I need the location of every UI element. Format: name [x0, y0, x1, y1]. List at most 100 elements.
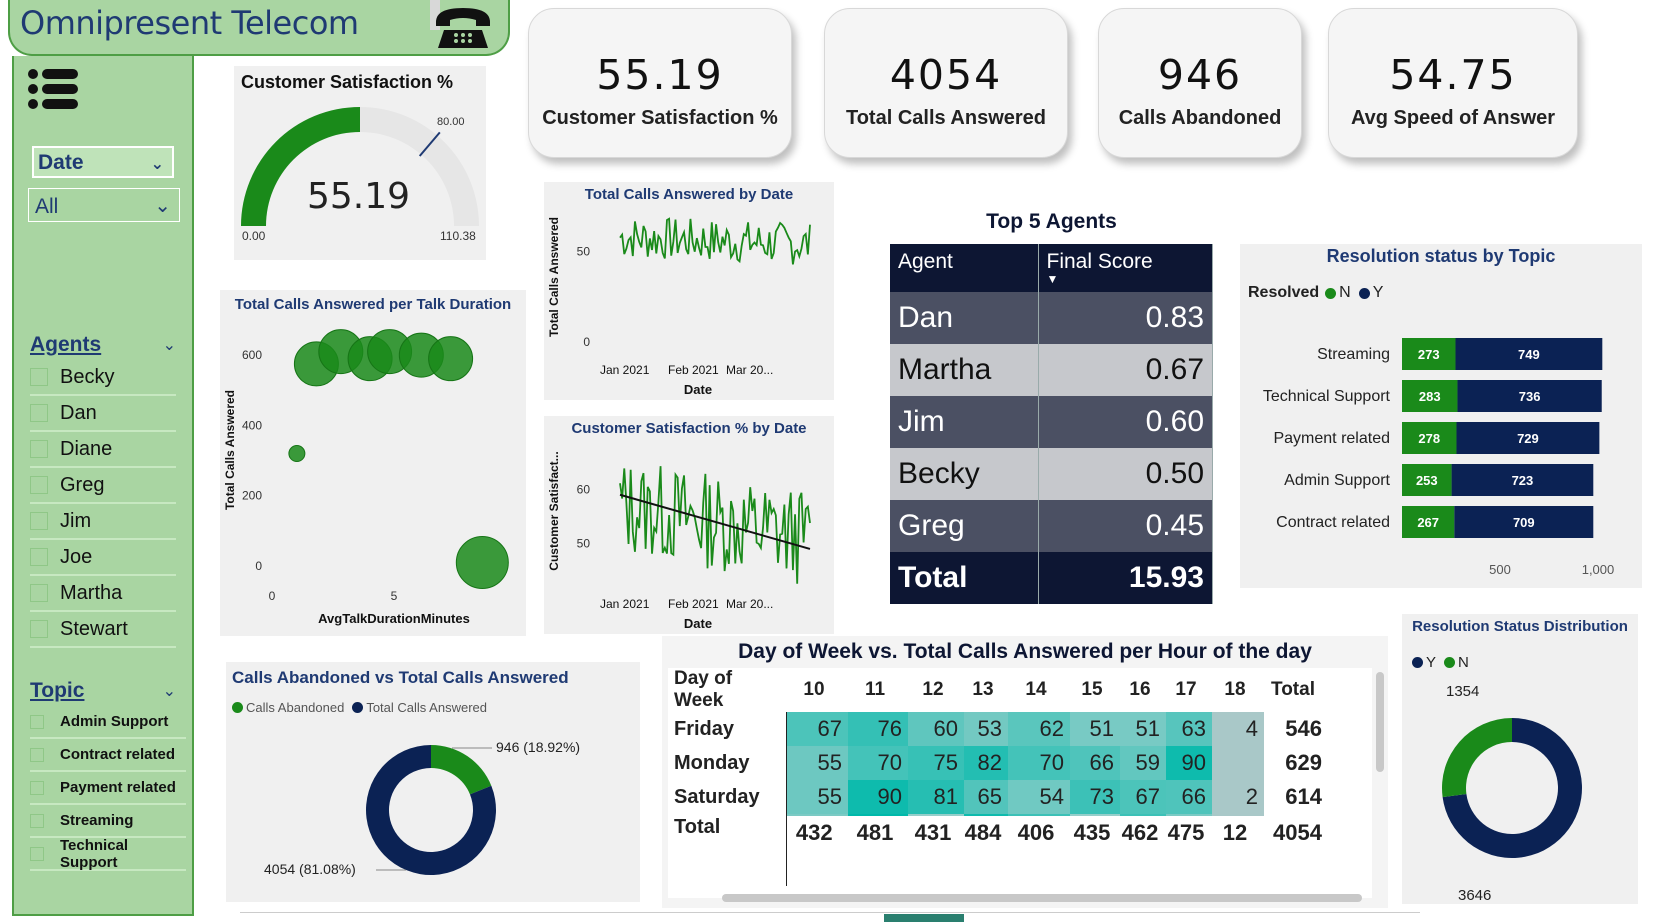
checkbox[interactable] — [30, 368, 48, 386]
agent-checkbox-item[interactable]: Greg — [30, 468, 176, 504]
topic-slicer-header[interactable]: Topic ⌄ — [30, 678, 176, 704]
chevron-down-icon[interactable]: ⌄ — [154, 195, 171, 217]
kpi-card-calls-abandoned[interactable]: 946 Calls Abandoned — [1098, 8, 1302, 158]
agents-slicer-header[interactable]: Agents ⌄ — [30, 332, 176, 358]
legend-dot — [352, 702, 364, 713]
heat-cell: 59 — [1120, 746, 1166, 780]
col-header-final-score[interactable]: Final Score ▼ — [1038, 244, 1213, 292]
agent-row[interactable]: Martha 0.67 — [890, 344, 1213, 396]
col-header-hour[interactable]: 12 — [922, 679, 944, 700]
topic-checkbox-item[interactable]: Technical Support — [30, 837, 186, 871]
topic-checkbox-item[interactable]: Contract related — [30, 739, 186, 772]
date-slicer-header[interactable]: Date ⌄ — [32, 146, 174, 178]
calls-by-date-panel[interactable]: Total Calls Answered by Date Total Calls… — [544, 182, 834, 400]
agent-row[interactable]: Becky 0.50 — [890, 448, 1213, 500]
topic-checkbox-item[interactable]: Payment related — [30, 772, 186, 805]
agent-checkbox-item[interactable]: Jim — [30, 504, 176, 540]
col-header-hour[interactable]: 18 — [1224, 679, 1246, 700]
horizontal-scrollbar[interactable] — [722, 894, 1362, 902]
talk-duration-scatter-panel[interactable]: Total Calls Answered per Talk Duration T… — [220, 290, 526, 636]
col-header-hour[interactable]: 10 — [803, 679, 825, 700]
gauge-fill — [241, 107, 360, 226]
checkbox[interactable] — [30, 747, 44, 762]
header-grip — [430, 0, 440, 30]
agent-checkbox-item[interactable]: Dan — [30, 396, 176, 432]
col-header-hour[interactable]: 17 — [1175, 679, 1197, 700]
topic-checkbox-item[interactable]: Admin Support — [30, 706, 186, 739]
legend-label: Total Calls Answered — [366, 700, 487, 715]
chevron-down-icon[interactable]: ⌄ — [150, 156, 164, 173]
legend-item[interactable]: N — [1444, 654, 1469, 671]
gauge-target-label: 80.00 — [437, 116, 465, 128]
heatmap-row[interactable]: Friday 67 76 60 53 62 51 51 63 4 546 — [668, 712, 1328, 746]
col-header-agent[interactable]: Agent — [890, 244, 1039, 292]
chevron-down-icon[interactable]: ⌄ — [162, 683, 176, 700]
checkbox[interactable] — [30, 584, 48, 602]
checkbox[interactable] — [30, 813, 44, 828]
topic-checkbox-item[interactable]: Streaming — [30, 805, 186, 838]
legend-item[interactable]: N — [1325, 284, 1351, 302]
checkbox[interactable] — [30, 404, 48, 422]
checkbox[interactable] — [30, 846, 44, 861]
agent-checkbox-item[interactable]: Martha — [30, 576, 176, 612]
legend-dot — [1412, 657, 1423, 668]
slice-label: 4054 (81.08%) — [264, 861, 356, 877]
vertical-scrollbar[interactable] — [1376, 672, 1384, 772]
agent-checkbox-item[interactable]: Stewart — [30, 612, 176, 648]
checkbox[interactable] — [30, 780, 44, 795]
active-page-tab[interactable] — [884, 914, 964, 922]
kpi-card-csat[interactable]: 55.19 Customer Satisfaction % — [528, 8, 792, 158]
legend-item[interactable]: Total Calls Answered — [352, 700, 487, 715]
col-header-total[interactable]: Total — [1271, 679, 1315, 700]
legend-label: Y — [1426, 654, 1437, 671]
slice-label: 3646 — [1458, 887, 1491, 904]
hamburger-list-icon[interactable] — [28, 68, 80, 110]
legend-item[interactable]: Calls Abandoned — [232, 700, 344, 715]
top-agents-visual[interactable]: Top 5 Agents Agent Final Score ▼ Dan 0.83 M… — [890, 210, 1213, 604]
legend-item[interactable]: Y — [1358, 284, 1383, 302]
heatmap-panel[interactable]: Day of Week vs. Total Calls Answered per… — [662, 636, 1388, 908]
col-header-hour[interactable]: 14 — [1025, 679, 1047, 700]
checkbox[interactable] — [30, 440, 48, 458]
col-header-day-of-week[interactable]: Day of Week — [674, 668, 733, 711]
chevron-down-icon[interactable]: ⌄ — [162, 337, 176, 354]
bar-value-label: 723 — [1512, 473, 1534, 488]
resolution-distribution-donut: 1354 3646 — [1442, 683, 1582, 904]
kpi-card-avg-speed[interactable]: 54.75 Avg Speed of Answer — [1328, 8, 1578, 158]
col-header-hour[interactable]: 15 — [1081, 679, 1103, 700]
legend-title: Resolved — [1248, 284, 1320, 301]
checkbox[interactable] — [30, 512, 48, 530]
checkbox[interactable] — [30, 476, 48, 494]
agent-row[interactable]: Greg 0.45 — [890, 500, 1213, 552]
agent-checkbox-item[interactable]: Joe — [30, 540, 176, 576]
agent-name: Greg — [890, 500, 1039, 552]
col-header-hour[interactable]: 11 — [864, 679, 886, 700]
col-header-hour[interactable]: 16 — [1129, 679, 1151, 700]
agent-row[interactable]: Jim 0.60 — [890, 396, 1213, 448]
heatmap-row[interactable]: Monday 55 70 75 82 70 66 59 90 629 — [668, 746, 1328, 780]
kpi-value: 55.19 — [596, 51, 724, 99]
csat-by-date-panel[interactable]: Customer Satisfaction % by Date Customer… — [544, 416, 834, 634]
heat-cell: 81 — [908, 780, 964, 814]
legend-item[interactable]: Y — [1412, 654, 1436, 671]
bar-value-label: 253 — [1416, 473, 1438, 488]
csat-gauge-panel[interactable]: Customer Satisfaction % 55.19 0.00 110.3… — [234, 66, 486, 260]
heat-cell: 53 — [964, 712, 1008, 746]
agent-checkbox-item[interactable]: Diane — [30, 432, 176, 468]
checkbox[interactable] — [30, 620, 48, 638]
agent-row[interactable]: Dan 0.83 — [890, 292, 1213, 344]
trend-line — [619, 493, 811, 550]
heatmap-row[interactable]: Saturday 55 90 81 65 54 73 67 66 2 614 — [668, 780, 1328, 814]
agent-checkbox-item[interactable]: Becky — [30, 360, 176, 396]
abandoned-vs-answered-panel[interactable]: Calls Abandoned vs Total Calls Answered … — [226, 662, 640, 902]
bar-value-label: 736 — [1519, 389, 1541, 404]
checkbox[interactable] — [30, 714, 44, 729]
date-dropdown[interactable]: All ⌄ — [28, 188, 180, 222]
checkbox[interactable] — [30, 548, 48, 566]
col-header-hour[interactable]: 13 — [972, 679, 994, 700]
kpi-card-calls-answered[interactable]: 4054 Total Calls Answered — [824, 8, 1068, 158]
heatmap-matrix[interactable]: Day of Week 10 11 12 13 14 15 16 17 18 Total Friday… — [668, 668, 1372, 898]
agent-label: Stewart — [60, 617, 128, 640]
